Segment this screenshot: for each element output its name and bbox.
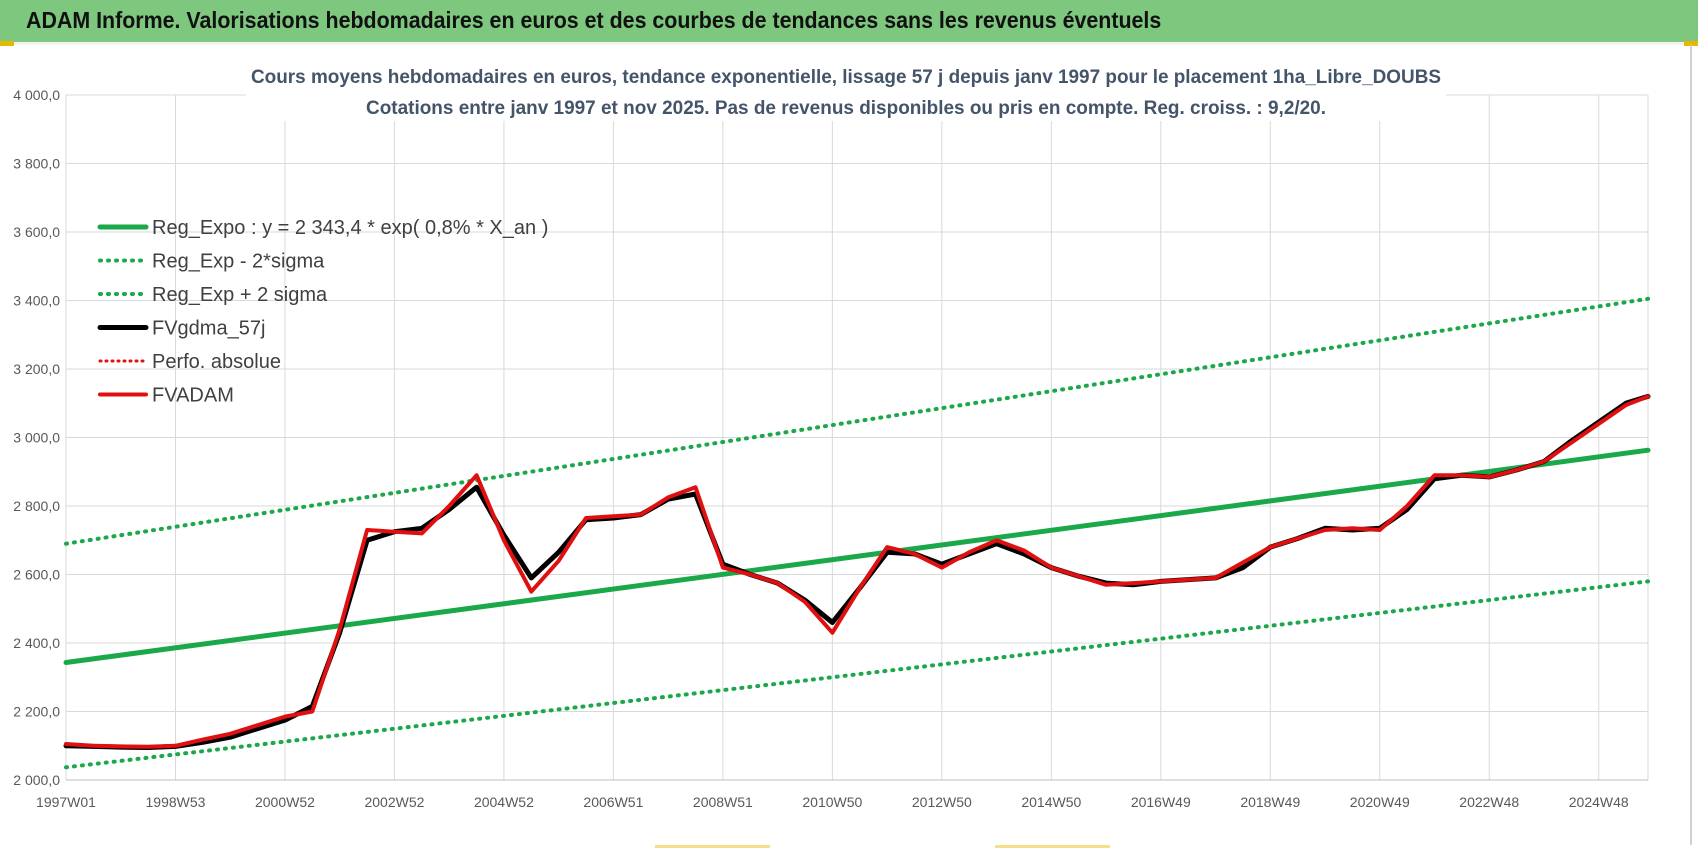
x-tick-label: 2018W49: [1240, 794, 1300, 810]
legend-label-perfo: Perfo. absolue: [152, 351, 281, 373]
y-tick-label: 3 600,0: [13, 224, 60, 240]
x-tick-label: 2020W49: [1350, 794, 1410, 810]
x-tick-label: 2014W50: [1021, 794, 1081, 810]
line-chart: 4 000,0 3 800,0 3 600,0 3 400,0 3 200,0 3 000…: [13, 61, 1651, 810]
title-backdrop: [246, 61, 1446, 121]
corner-marker-left: [0, 41, 14, 46]
series-line-fvadam: [64, 394, 1650, 749]
series-line-fvgdma: [63, 393, 1651, 750]
legend: Reg_Expo : y = 2 343,4 * exp( 0,8% * X_a…: [97, 217, 548, 407]
y-tick-label: 3 000,0: [13, 430, 60, 446]
y-tick-label: 2 800,0: [13, 498, 60, 514]
report-title: ADAM Informe. Valorisations hebdomadaire…: [26, 7, 1162, 33]
corner-marker-right: [1684, 41, 1698, 46]
x-tick-label: 2024W48: [1569, 794, 1629, 810]
y-tick-label: 4 000,0: [13, 87, 60, 103]
legend-label-fvadam: FVADAM: [152, 385, 234, 407]
x-tick-label: 2000W52: [255, 794, 315, 810]
x-tick-label: 2022W48: [1459, 794, 1519, 810]
grid: [65, 94, 1649, 781]
report-banner: ADAM Informe. Valorisations hebdomadaire…: [0, 0, 1698, 45]
chart-area: 4 000,0 3 800,0 3 600,0 3 400,0 3 200,0 3 000…: [0, 45, 1692, 845]
y-tick-label: 2 200,0: [13, 704, 60, 720]
chart-title: Cours moyens hebdomadaires en euros, ten…: [251, 66, 1441, 88]
x-tick-label: 2002W52: [364, 794, 424, 810]
chart-subtitle: Cotations entre janv 1997 et nov 2025. P…: [366, 97, 1326, 119]
x-tick-label: 2010W50: [802, 794, 862, 810]
x-tick-label: 2008W51: [693, 794, 753, 810]
legend-label-reg_minus: Reg_Exp - 2*sigma: [152, 251, 325, 273]
series-line-reg_plus: [64, 296, 1650, 546]
y-tick-label: 3 200,0: [13, 361, 60, 377]
series-line-reg_minus: [64, 579, 1650, 770]
x-tick-label: 2004W52: [474, 794, 534, 810]
x-tick-label: 1997W01: [36, 794, 96, 810]
legend-label-fvgdma: FVgdma_57j: [152, 318, 265, 340]
legend-label-reg_expo: Reg_Expo : y = 2 343,4 * exp( 0,8% * X_a…: [152, 217, 548, 239]
legend-label-reg_plus: Reg_Exp + 2 sigma: [152, 284, 328, 306]
bottom-scroll-mark-2: [995, 845, 1110, 848]
y-tick-label: 3 400,0: [13, 293, 60, 309]
y-tick-label: 2 600,0: [13, 567, 60, 583]
series-line-reg_expo: [63, 447, 1651, 665]
x-tick-label: 2016W49: [1131, 794, 1191, 810]
chart-titles: Cours moyens hebdomadaires en euros, ten…: [246, 61, 1446, 121]
y-tick-label: 2 000,0: [13, 772, 60, 788]
x-tick-label: 2012W50: [912, 794, 972, 810]
x-tick-label: 1998W53: [146, 794, 206, 810]
y-tick-label: 2 400,0: [13, 635, 60, 651]
y-axis: 4 000,0 3 800,0 3 600,0 3 400,0 3 200,0 3 000…: [13, 87, 60, 788]
series-lines: [63, 296, 1651, 770]
x-tick-label: 2006W51: [583, 794, 643, 810]
bottom-scroll-mark-1: [655, 845, 770, 848]
y-tick-label: 3 800,0: [13, 156, 60, 172]
x-axis: 1997W01 1998W53 2000W52 2002W52 2004W52 2006W…: [36, 794, 1629, 810]
